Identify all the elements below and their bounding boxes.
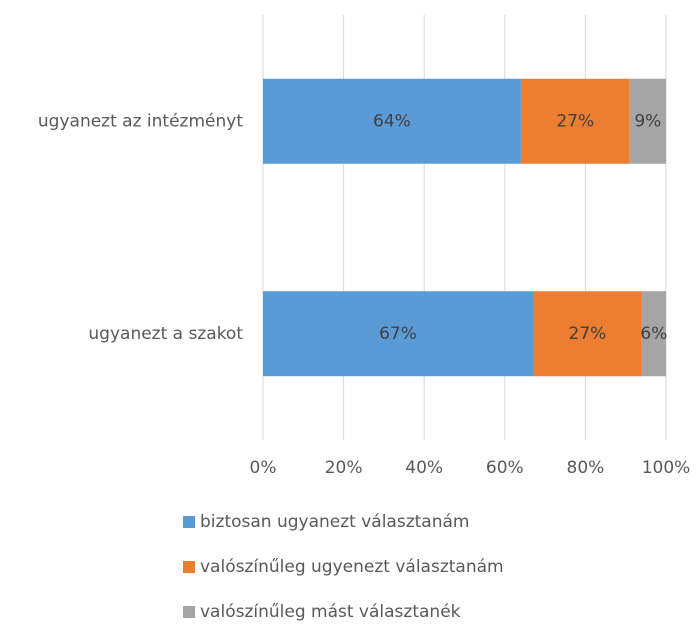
legend-label: valószínűleg mást választanék xyxy=(200,602,461,622)
data-label: 27% xyxy=(556,111,594,131)
bar-segment xyxy=(641,291,666,377)
legend-swatch xyxy=(183,516,195,528)
x-tick-label: 0% xyxy=(250,458,277,478)
bar-segment xyxy=(533,291,642,377)
data-label: 67% xyxy=(379,324,417,344)
bar-segment xyxy=(520,78,630,164)
y-tick-label: ugyanezt az intézményt xyxy=(38,111,243,131)
legend-label: biztosan ugyanezt választanám xyxy=(200,512,469,532)
data-label: 6% xyxy=(640,324,667,344)
x-tick-label: 20% xyxy=(325,458,363,478)
bar-segment xyxy=(629,78,666,164)
x-tick-label: 40% xyxy=(405,458,443,478)
data-label: 9% xyxy=(634,111,661,131)
x-tick-label: 100% xyxy=(642,458,691,478)
legend-swatch xyxy=(183,561,195,573)
data-label: 27% xyxy=(569,324,607,344)
x-tick-label: 80% xyxy=(567,458,605,478)
data-label: 64% xyxy=(373,111,411,131)
legend-label: valószínűleg ugyenezt választanám xyxy=(200,557,504,577)
x-tick-label: 60% xyxy=(486,458,524,478)
legend-swatch xyxy=(183,606,195,618)
bar-segment xyxy=(263,291,534,377)
bar-segment xyxy=(263,78,521,164)
y-tick-label: ugyanezt a szakot xyxy=(88,324,243,344)
